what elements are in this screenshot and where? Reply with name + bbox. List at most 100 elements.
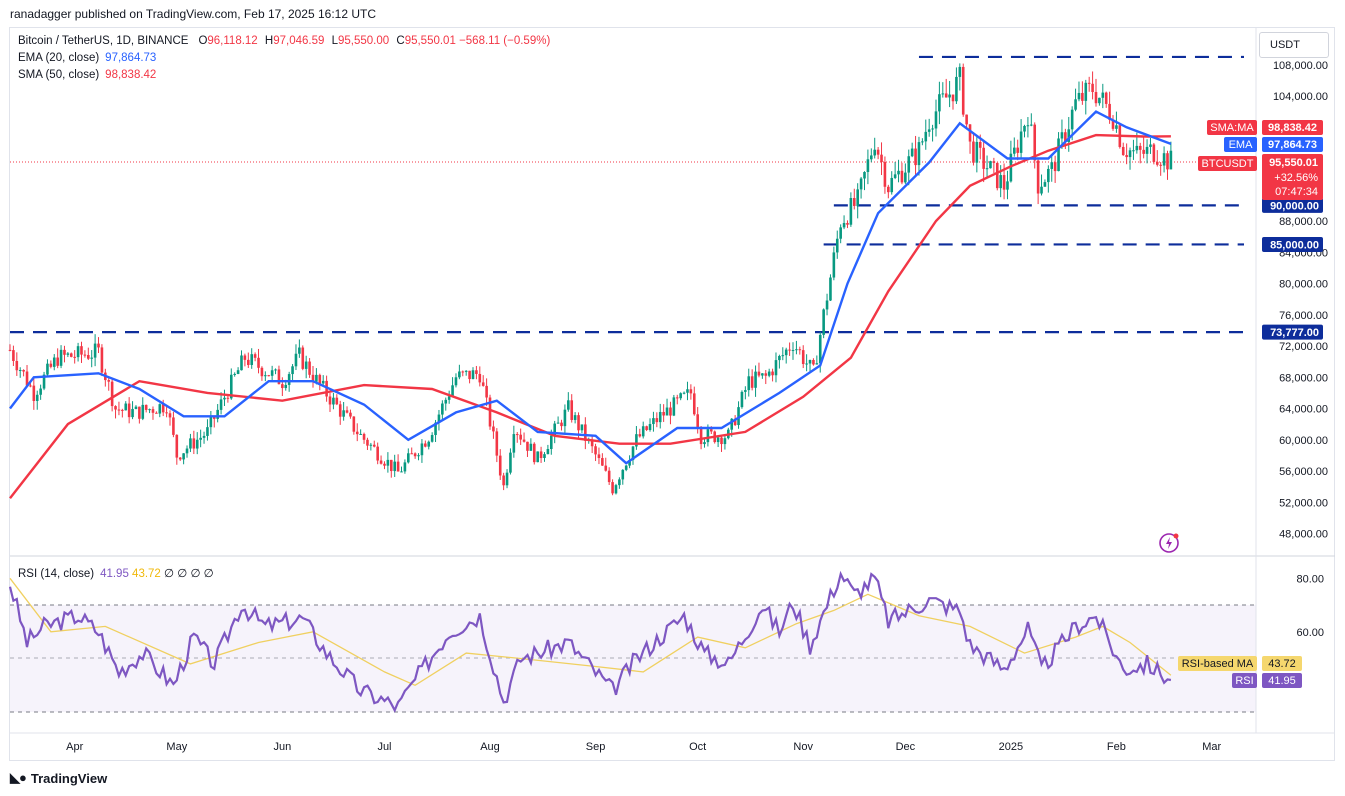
candle-body <box>791 350 795 352</box>
candle-body <box>488 397 492 427</box>
candle-body <box>114 406 117 410</box>
candle-body <box>778 355 781 361</box>
rsi-ma-value-tag: 43.72 <box>1268 658 1296 670</box>
candle-body <box>573 415 577 420</box>
legend-low-key: L <box>331 35 338 47</box>
candle-body <box>955 76 958 102</box>
candle-body <box>1012 147 1016 154</box>
legend-high-key: H <box>264 35 274 47</box>
candle-body <box>189 438 192 449</box>
candle-body <box>754 371 757 388</box>
candle-body <box>982 147 985 169</box>
lightning-cursor-icon[interactable] <box>1158 532 1180 554</box>
candle-body <box>277 369 281 385</box>
candle-body <box>202 435 206 438</box>
candle-body <box>393 461 396 472</box>
candle-body <box>784 349 788 356</box>
candle-body <box>427 441 431 447</box>
candle-body <box>679 393 682 399</box>
candle-body <box>332 397 335 405</box>
candle-body <box>526 441 529 451</box>
last-price-box <box>1262 154 1323 200</box>
candle-body <box>556 422 560 424</box>
horizontal-levels[interactable] <box>10 55 1256 334</box>
legend-rsi-label: RSI (14, close) <box>18 568 95 580</box>
candle-body <box>335 397 339 405</box>
legend-rsi[interactable]: RSI (14, close) 41.95 43.72 ∅ ∅ ∅ ∅ <box>18 566 220 580</box>
candle-body <box>216 409 219 419</box>
candle-body <box>447 396 451 400</box>
rsi-name-tag-box <box>1232 673 1257 688</box>
candle-body <box>549 435 553 450</box>
price-tick-label: 80,000.00 <box>1279 279 1328 291</box>
candle-body <box>577 415 580 431</box>
candle-body <box>672 397 676 416</box>
candle-body <box>1149 144 1152 147</box>
legend-low: 95,550.00 <box>338 35 390 47</box>
candle-body <box>805 363 808 365</box>
candle-body <box>863 172 866 179</box>
candle-body <box>424 443 427 447</box>
countdown-text: 07:47:34 <box>1275 186 1318 198</box>
candle-body <box>543 454 546 458</box>
candle-body <box>917 142 921 166</box>
tradingview-logo[interactable]: ◣● TradingView <box>10 770 107 786</box>
candle-body <box>675 397 679 399</box>
legend-main: Bitcoin / TetherUS, 1D, BINANCE O96,118.1… <box>18 35 550 47</box>
candle-body <box>692 393 696 415</box>
candle-body <box>396 461 400 472</box>
legend-change: −568.11 (−0.59%) <box>459 35 551 47</box>
candle-body <box>478 373 482 383</box>
currency-button[interactable]: USDT <box>1259 32 1329 58</box>
candle-body <box>495 431 499 456</box>
candle-body <box>931 128 934 130</box>
candle-body <box>366 439 369 446</box>
rsi-line <box>8 570 1172 713</box>
candle-body <box>631 446 635 461</box>
candle-body <box>441 403 444 415</box>
candle-body <box>223 397 226 400</box>
legend-sma[interactable]: SMA (50, close) 98,838.42 <box>18 69 156 81</box>
legend-symbol: Bitcoin / TetherUS, 1D, BINANCE <box>18 35 189 47</box>
candle-body <box>825 300 829 310</box>
candle-body <box>379 460 383 464</box>
candle-body <box>1142 149 1145 154</box>
axes[interactable]: 108,000.00104,000.0088,000.0084,000.0080… <box>66 60 1328 753</box>
candle-body <box>148 409 151 411</box>
candle-body <box>182 453 185 460</box>
candle-body <box>887 186 890 193</box>
candle-body <box>492 426 495 432</box>
candle-body <box>1132 150 1135 152</box>
candle-body <box>264 375 267 377</box>
candle-body <box>407 453 410 463</box>
candle-body <box>454 377 458 386</box>
candle-body <box>720 437 723 445</box>
legend-rsi-value: 41.95 <box>100 568 129 580</box>
candle-body <box>185 448 189 454</box>
legend-high: 97,046.59 <box>273 35 325 47</box>
candle-body <box>699 427 703 445</box>
legend-ema[interactable]: EMA (20, close) 97,864.73 <box>18 52 156 64</box>
time-tick-label: Aug <box>480 741 500 753</box>
sma-value-tag: 98,838.42 <box>1268 122 1317 134</box>
candle-body <box>389 459 393 472</box>
legend-ema-value: 97,864.73 <box>105 52 157 64</box>
candle-body <box>795 349 798 351</box>
candle-body <box>1155 161 1159 165</box>
candle-body <box>938 94 941 112</box>
candle-body <box>178 457 182 460</box>
candle-body <box>18 370 22 372</box>
candle-body <box>1077 92 1081 100</box>
time-tick-label: 2025 <box>999 741 1023 753</box>
candle-body <box>665 407 669 416</box>
price-tick-label: 72,000.00 <box>1279 341 1328 353</box>
candle-body <box>852 198 856 206</box>
candle-body <box>121 409 124 411</box>
candle-body <box>90 357 94 359</box>
candle-body <box>49 363 53 367</box>
candle-body <box>87 355 90 359</box>
candle-body <box>226 397 230 399</box>
candle-body <box>873 149 877 156</box>
candle-body <box>209 416 213 428</box>
